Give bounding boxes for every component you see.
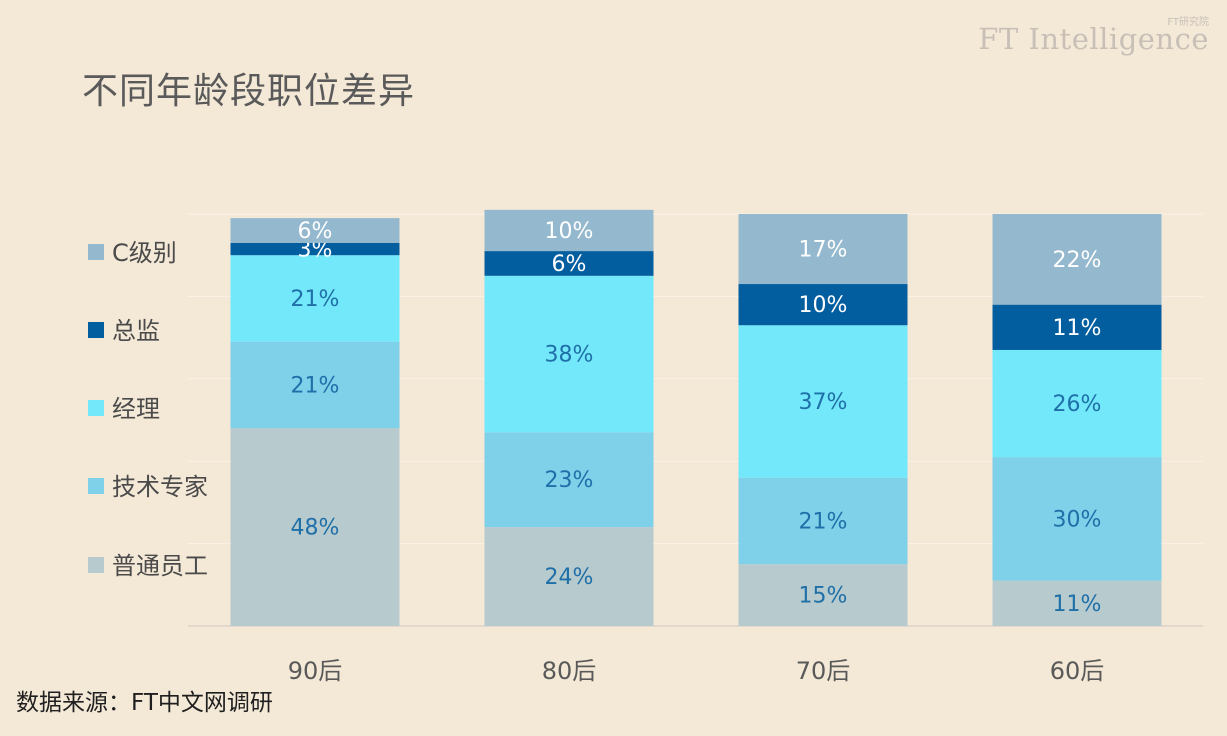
legend-swatch bbox=[88, 400, 104, 416]
data-label: 15% bbox=[799, 584, 848, 609]
data-label: 37% bbox=[799, 390, 848, 415]
bar-segment bbox=[484, 251, 654, 276]
legend-label: C级别 bbox=[112, 239, 177, 267]
brand-title: FT Intelligence bbox=[978, 22, 1209, 56]
data-label: 11% bbox=[1053, 316, 1102, 341]
data-label: 30% bbox=[1053, 507, 1102, 532]
bar-stacks: 48%21%21%3%6%24%23%38%6%10%15%21%37%10%1… bbox=[230, 209, 1162, 626]
bar-segment bbox=[992, 580, 1162, 626]
x-tick-label: 80后 bbox=[542, 657, 597, 685]
bar-segment bbox=[738, 564, 908, 626]
bar-segment bbox=[738, 284, 908, 326]
legend-swatch bbox=[88, 244, 104, 260]
data-label: 11% bbox=[1053, 592, 1102, 617]
legend-label: 总监 bbox=[112, 317, 160, 345]
bar-stack: 24% 23% 38% 6% 10% bbox=[484, 209, 654, 626]
bar-segment bbox=[484, 209, 654, 252]
data-label: 24% bbox=[545, 565, 594, 590]
bar-segment bbox=[230, 255, 400, 342]
bar-segment bbox=[484, 432, 654, 528]
data-label: 10% bbox=[545, 219, 594, 244]
data-label: 6% bbox=[552, 252, 587, 277]
data-label: 6% bbox=[298, 219, 333, 244]
bar-segment bbox=[738, 214, 908, 285]
legend-swatch bbox=[88, 478, 104, 494]
bar-stack: 11% 30% 26% 11% 22% bbox=[992, 214, 1162, 626]
chart-title: 不同年龄段职位差异 bbox=[82, 71, 416, 112]
bar-segment bbox=[230, 341, 400, 429]
bar-stack: 48%21%21%3%6% bbox=[230, 218, 400, 626]
data-label: 21% bbox=[799, 509, 848, 534]
x-tick-label: 90后 bbox=[288, 657, 343, 685]
x-tick-label: 60后 bbox=[1050, 657, 1105, 685]
data-label: 21% bbox=[291, 287, 340, 312]
legend-swatch bbox=[88, 322, 104, 338]
data-label: 21% bbox=[291, 373, 340, 398]
bar-segment bbox=[738, 325, 908, 478]
data-label: 48% bbox=[291, 516, 340, 541]
data-label: 38% bbox=[545, 343, 594, 368]
brand-subtitle: FT研究院 bbox=[1167, 17, 1209, 28]
bar-segment bbox=[992, 457, 1162, 581]
legend-label: 技术专家 bbox=[112, 473, 208, 501]
bar-segment bbox=[484, 275, 654, 433]
bar-segment bbox=[230, 428, 400, 626]
source-note: 数据来源：FT中文网调研 bbox=[16, 690, 273, 716]
bar-stack: 15% 21% 37% 10% 17% bbox=[738, 214, 908, 626]
bar-segment bbox=[992, 349, 1162, 458]
bar-segment bbox=[992, 304, 1162, 350]
bar-segment bbox=[992, 214, 1162, 305]
data-label: 10% bbox=[799, 293, 848, 318]
bar-segment bbox=[230, 218, 400, 243]
legend-label: 经理 bbox=[112, 395, 160, 423]
ft-intelligence-logo: FT研究院 FT Intelligence bbox=[978, 17, 1209, 60]
data-label: 26% bbox=[1053, 392, 1102, 417]
legend-swatch bbox=[88, 557, 104, 573]
bar-segment bbox=[484, 527, 654, 626]
data-label: 23% bbox=[545, 468, 594, 493]
legend-label: 普通员工 bbox=[112, 552, 208, 580]
x-tick-label: 70后 bbox=[796, 657, 851, 685]
bar-segment bbox=[738, 477, 908, 565]
data-label: 17% bbox=[799, 238, 848, 263]
bar-segment bbox=[230, 242, 400, 256]
data-label: 22% bbox=[1053, 248, 1102, 273]
x-axis-labels: 90后 80后 70后 60后 bbox=[288, 657, 1105, 685]
